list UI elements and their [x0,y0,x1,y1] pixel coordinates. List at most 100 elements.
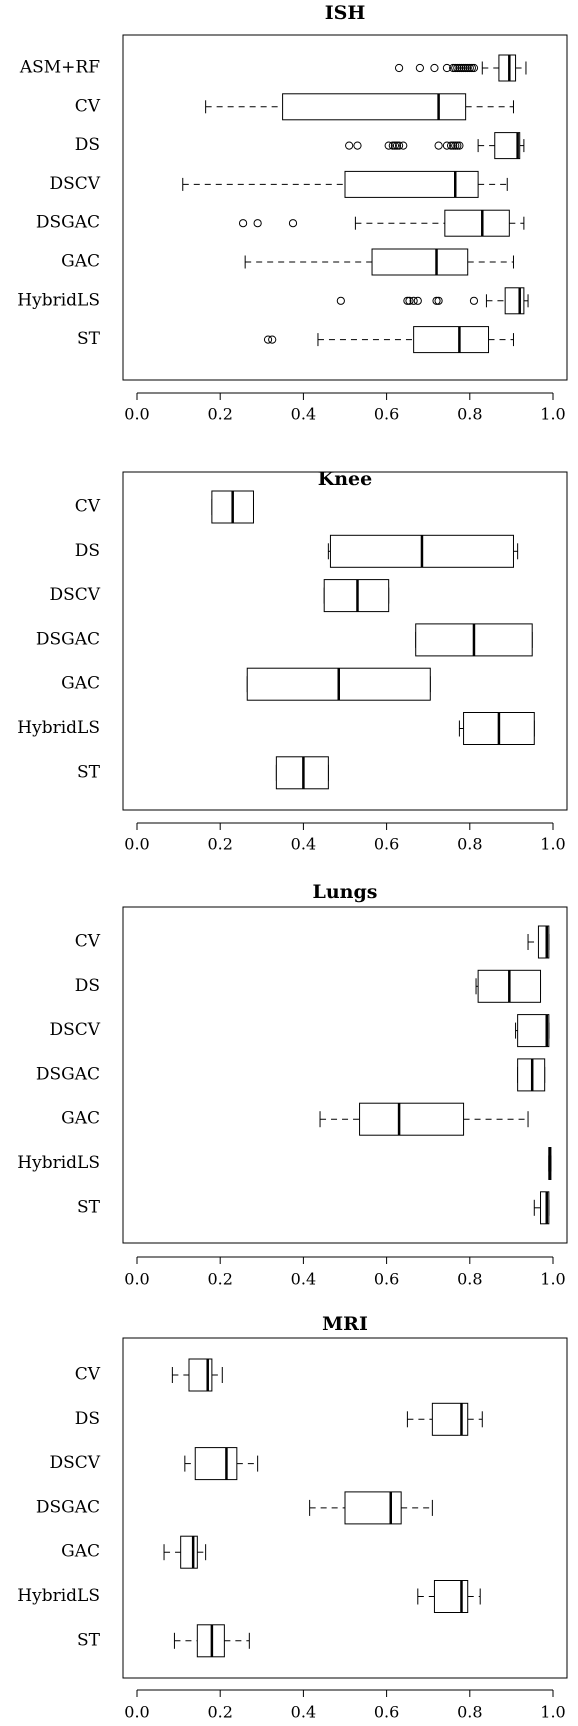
outlier-point [413,296,422,305]
x-tick-label: 0.2 [207,1703,232,1722]
outlier-point [403,296,412,305]
iqr-box [188,1358,213,1392]
outlier-point [430,63,439,73]
box-ds: DS [75,969,542,1003]
box-dsgac: DSGAC [36,623,533,657]
outlier-point [288,219,298,228]
outlier-point [453,63,462,73]
x-axis: 0.0 0.2 0.4 0.6 0.8 1.0 [124,822,566,854]
category-label: ASM+RF [19,58,100,78]
x-tick-label: 1.0 [540,1703,565,1722]
box-dsgac: DSGAC [36,1491,433,1525]
outlier-point [434,141,443,150]
x-tick-label: 0.6 [374,405,399,424]
x-tick-label: 1.0 [540,835,565,854]
iqr-box [498,54,517,82]
box-ds: DS [75,1402,483,1436]
x-axis: 0.0 0.2 0.4 0.6 0.8 1.0 [124,1689,566,1722]
iqr-box [504,287,525,315]
category-label: DSCV [49,1453,100,1473]
x-tick-label: 0.2 [207,835,232,854]
x-tick-label: 0.4 [291,405,316,424]
outlier-point [451,63,460,73]
box-ds: DS [75,132,525,160]
iqr-box [517,1014,550,1048]
iqr-box [413,326,490,354]
outlier-point [449,63,458,73]
x-tick-label: 0.6 [374,1703,399,1722]
x-axis: 0.0 0.2 0.4 0.6 0.8 1.0 [124,1256,566,1289]
category-label: DSGAC [36,1497,100,1517]
category-label: DSCV [49,1020,100,1040]
x-tick-label: 0.2 [207,405,232,424]
panel-mri: MRI 0.0 0.2 0.4 0.6 0.8 1.0 CV DS DSCV DSGAC GAC Hyb… [17,1313,568,1722]
outlier-point [463,63,472,73]
outlier-point [455,141,464,150]
iqr-box [537,925,550,959]
box-gac: GAC [61,667,431,701]
category-label: DSCV [49,585,100,605]
box-cv: CV [75,93,514,121]
iqr-box [194,1447,238,1481]
outlier-point [446,141,456,150]
outlier-point [336,296,345,305]
outlier-point [449,141,458,150]
category-label: CV [75,96,101,116]
outlier-point [469,63,479,73]
x-tick-label: 0.8 [457,835,482,854]
outlier-point [392,141,402,150]
x-tick-label: 0.8 [457,1703,482,1722]
category-label: CV [75,497,101,517]
x-tick-label: 0.8 [457,405,482,424]
outlier-point [399,141,408,150]
x-tick-label: 0.0 [124,405,149,424]
box-hybridls: HybridLS [17,287,529,315]
x-tick-label: 0.0 [124,1270,149,1289]
category-label: DSGAC [36,1064,100,1084]
outlier-point [459,63,468,73]
box-asm-rf: ASM+RF [19,54,527,82]
category-label: HybridLS [17,290,100,310]
plot-frame [122,906,568,1244]
outlier-point [263,335,273,344]
box-dsgac: DSGAC [36,1058,546,1092]
outlier-point [415,63,424,73]
box-gac: GAC [61,248,514,276]
outlier-point [457,63,466,73]
category-label: DSGAC [36,213,100,233]
box-gac: GAC [61,1102,529,1136]
iqr-box [344,170,479,198]
iqr-box [494,132,521,160]
outlier-point [405,296,414,305]
outlier-point [469,296,479,305]
category-label: ST [77,762,101,782]
outlier-point [434,296,443,305]
category-label: ST [77,1630,101,1650]
outlier-point [394,63,404,73]
x-axis: 0.0 0.2 0.4 0.6 0.8 1.0 [124,392,566,424]
outlier-point [238,219,248,228]
x-tick-label: 0.0 [124,835,149,854]
box-hybridls: HybridLS [17,1580,481,1613]
x-tick-label: 1.0 [540,1270,565,1289]
panel-lungs: Lungs 0.0 0.2 0.4 0.6 0.8 1.0 CV DS DSCV DSGAC GAC H… [17,881,568,1289]
panel-title: Knee [318,468,373,490]
box-dscv: DSCV [49,1014,550,1048]
outlier-point [409,296,418,305]
x-tick-label: 1.0 [540,405,565,424]
box-dscv: DSCV [49,579,390,613]
iqr-box [444,209,510,237]
panel-title: Lungs [313,881,378,903]
category-label: CV [75,1365,101,1385]
category-label: DSGAC [36,629,100,649]
outlier-point [353,141,362,150]
panel-title: MRI [322,1313,368,1335]
iqr-box [540,1191,550,1225]
outlier-point [345,141,354,150]
outlier-point [461,63,470,73]
panel-ish: ISH 0.0 0.2 0.4 0.6 0.8 1.0 ASM+RF CV DS DSCV DSGAC… [17,2,568,424]
category-label: DSCV [49,174,100,194]
box-dscv: DSCV [49,170,508,198]
category-label: HybridLS [17,718,100,738]
iqr-box [371,248,469,276]
